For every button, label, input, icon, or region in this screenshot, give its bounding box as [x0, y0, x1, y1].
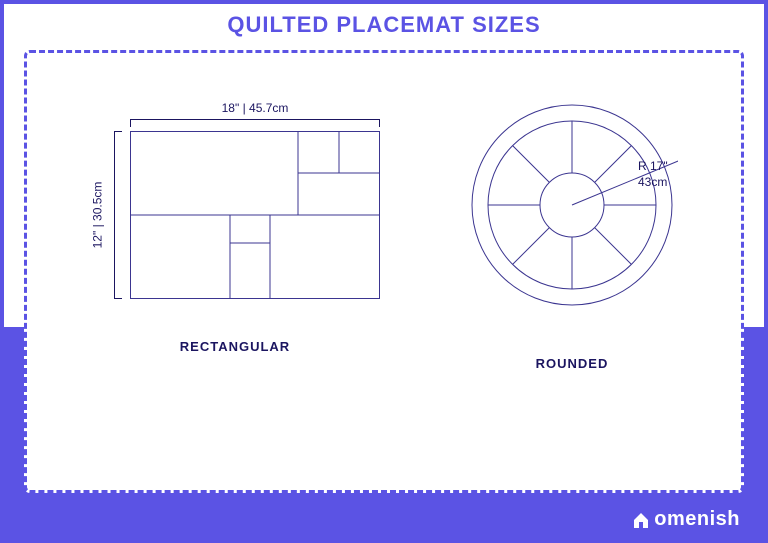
dashed-content-panel: 18" | 45.7cm 12" | 30.5cm RECTANGULAR R …	[24, 50, 744, 493]
rounded-column: R 17" 43cm ROUNDED	[466, 93, 678, 371]
content-row: 18" | 45.7cm 12" | 30.5cm RECTANGULAR R …	[27, 53, 741, 490]
dimension-height-line	[114, 131, 122, 299]
rectangular-placemat-svg	[130, 131, 380, 299]
rounded-caption: ROUNDED	[536, 356, 609, 371]
rounded-placemat-svg	[466, 99, 678, 311]
radius-labels: R 17" 43cm	[638, 159, 668, 190]
page-title: QUILTED PLACEMAT SIZES	[0, 12, 768, 38]
radius-label-in: R 17"	[638, 159, 668, 175]
brand-logo: omenish	[631, 508, 740, 531]
rectangular-column: 18" | 45.7cm 12" | 30.5cm RECTANGULAR	[90, 93, 380, 354]
dimension-width-line	[130, 119, 380, 127]
rectangular-caption: RECTANGULAR	[180, 339, 290, 354]
rounded-diagram: R 17" 43cm	[466, 93, 678, 316]
dimension-height-label: 12" | 30.5cm	[88, 131, 106, 299]
rectangular-diagram: 18" | 45.7cm 12" | 30.5cm	[90, 93, 380, 299]
radius-label-cm: 43cm	[638, 175, 668, 191]
brand-text: omenish	[654, 508, 740, 531]
dimension-width-label: 18" | 45.7cm	[130, 101, 380, 115]
house-icon	[631, 510, 651, 530]
